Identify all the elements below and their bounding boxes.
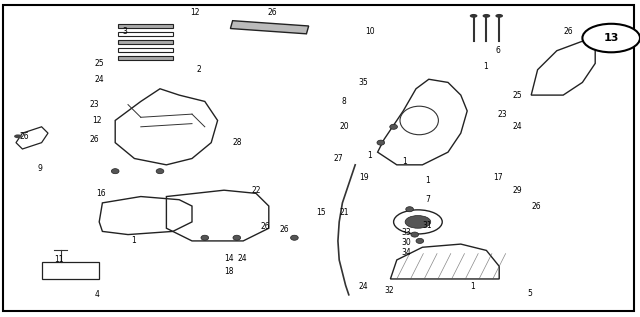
Text: 10: 10 — [365, 27, 375, 36]
Text: 5: 5 — [527, 289, 532, 298]
Text: 25: 25 — [94, 59, 104, 68]
Text: 24: 24 — [358, 282, 369, 291]
Text: 29: 29 — [512, 186, 522, 195]
Text: 7: 7 — [425, 195, 430, 204]
Text: 15: 15 — [316, 208, 326, 217]
Text: 11: 11 — [54, 256, 63, 264]
Text: 23: 23 — [90, 100, 100, 109]
Bar — [42, 262, 99, 279]
Ellipse shape — [406, 207, 413, 212]
Text: 1: 1 — [425, 176, 430, 185]
Text: 1: 1 — [131, 236, 136, 245]
Text: 1: 1 — [402, 157, 407, 166]
Ellipse shape — [291, 235, 298, 240]
Text: 4: 4 — [95, 290, 100, 299]
Text: 24: 24 — [237, 254, 247, 263]
Text: 16: 16 — [96, 189, 106, 198]
Ellipse shape — [111, 169, 119, 174]
Circle shape — [470, 14, 477, 18]
Ellipse shape — [377, 140, 385, 145]
Text: 26: 26 — [260, 222, 271, 231]
Bar — [118, 48, 173, 52]
Text: 17: 17 — [493, 173, 503, 182]
Ellipse shape — [411, 232, 419, 237]
Circle shape — [14, 134, 22, 138]
Ellipse shape — [156, 169, 164, 174]
Text: 35: 35 — [358, 78, 369, 87]
Text: 30: 30 — [401, 238, 412, 247]
Text: 25: 25 — [512, 91, 522, 100]
Text: 34: 34 — [401, 248, 412, 256]
Text: 26: 26 — [563, 27, 573, 36]
Text: 26: 26 — [280, 225, 290, 234]
Ellipse shape — [201, 235, 209, 240]
Text: 14: 14 — [224, 254, 234, 263]
Text: 13: 13 — [604, 33, 619, 43]
Text: 20: 20 — [339, 122, 349, 131]
Text: 32: 32 — [384, 286, 394, 294]
Text: 24: 24 — [94, 75, 104, 84]
Text: 24: 24 — [512, 122, 522, 131]
Text: 23: 23 — [497, 110, 508, 119]
Text: 2: 2 — [196, 65, 201, 74]
Text: 9: 9 — [37, 164, 42, 172]
Text: 12: 12 — [191, 8, 200, 17]
Circle shape — [483, 14, 490, 18]
Bar — [118, 32, 173, 36]
Text: 28: 28 — [232, 138, 241, 147]
Text: 26: 26 — [90, 135, 100, 144]
Text: 26: 26 — [267, 8, 277, 17]
Ellipse shape — [416, 238, 424, 243]
Text: 31: 31 — [422, 221, 433, 230]
Bar — [118, 40, 173, 44]
Text: 1: 1 — [367, 151, 372, 160]
Bar — [118, 56, 173, 60]
Text: 1: 1 — [483, 62, 488, 71]
Text: 3: 3 — [122, 27, 127, 36]
Ellipse shape — [390, 124, 397, 129]
Text: 27: 27 — [333, 154, 343, 163]
Text: 1: 1 — [470, 282, 475, 291]
Text: 19: 19 — [358, 173, 369, 182]
Text: 6: 6 — [495, 46, 500, 55]
Circle shape — [582, 24, 640, 52]
Ellipse shape — [233, 235, 241, 240]
Text: 21: 21 — [340, 208, 349, 217]
Text: 8: 8 — [342, 97, 347, 106]
Bar — [230, 21, 308, 34]
Bar — [118, 24, 173, 28]
Text: 18: 18 — [225, 267, 234, 275]
Text: 22: 22 — [252, 186, 260, 195]
Text: 26: 26 — [531, 202, 541, 210]
Text: 33: 33 — [401, 229, 412, 237]
Text: 26: 26 — [19, 132, 29, 141]
Circle shape — [405, 216, 431, 228]
Circle shape — [495, 14, 503, 18]
Text: 12: 12 — [93, 116, 102, 125]
